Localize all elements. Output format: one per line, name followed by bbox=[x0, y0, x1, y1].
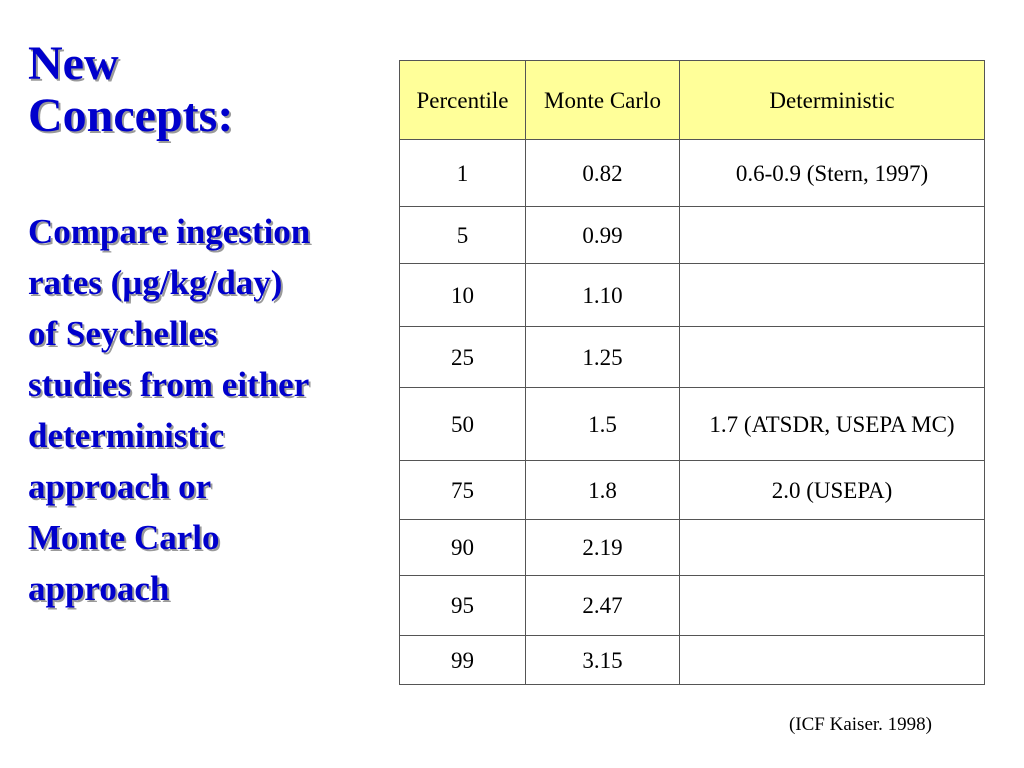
cell-percentile: 1 bbox=[399, 139, 526, 207]
subtitle-line-3: of Seychelles bbox=[28, 314, 218, 353]
cell-deterministic: 2.0 (USEPA) bbox=[679, 460, 985, 520]
cell-deterministic: 1.7 (ATSDR, USEPA MC) bbox=[679, 387, 985, 461]
cell-monte-carlo: 3.15 bbox=[525, 635, 680, 685]
slide-subtitle: Compare ingestion rates (µg/kg/day) of S… bbox=[28, 206, 388, 614]
ingestion-rate-table: Percentile Monte Carlo Deterministic 1 0… bbox=[399, 60, 985, 685]
cell-deterministic bbox=[679, 263, 985, 327]
subtitle-line-7: Monte Carlo bbox=[28, 518, 220, 557]
table-row: 90 2.19 bbox=[399, 519, 985, 576]
table-row: 25 1.25 bbox=[399, 326, 985, 388]
cell-monte-carlo: 1.8 bbox=[525, 460, 680, 520]
cell-deterministic bbox=[679, 326, 985, 388]
cell-percentile: 5 bbox=[399, 206, 526, 264]
slide-title: New Concepts: bbox=[28, 38, 368, 142]
subtitle-line-2: rates (µg/kg/day) bbox=[28, 263, 283, 302]
cell-monte-carlo: 1.25 bbox=[525, 326, 680, 388]
header-percentile: Percentile bbox=[399, 60, 526, 140]
cell-percentile: 25 bbox=[399, 326, 526, 388]
cell-percentile: 95 bbox=[399, 575, 526, 636]
cell-monte-carlo: 2.19 bbox=[525, 519, 680, 576]
table-row: 10 1.10 bbox=[399, 263, 985, 327]
cell-monte-carlo: 0.99 bbox=[525, 206, 680, 264]
source-citation: (ICF Kaiser. 1998) bbox=[788, 714, 932, 735]
cell-percentile: 50 bbox=[399, 387, 526, 461]
slide-title-line-1: New bbox=[28, 37, 119, 90]
cell-deterministic: 0.6-0.9 (Stern, 1997) bbox=[679, 139, 985, 207]
subtitle-line-8: approach bbox=[28, 569, 170, 608]
cell-monte-carlo: 2.47 bbox=[525, 575, 680, 636]
cell-deterministic bbox=[679, 519, 985, 576]
cell-percentile: 75 bbox=[399, 460, 526, 520]
subtitle-line-5: deterministic bbox=[28, 416, 225, 455]
cell-deterministic bbox=[679, 635, 985, 685]
table-row: 5 0.99 bbox=[399, 206, 985, 264]
cell-percentile: 10 bbox=[399, 263, 526, 327]
cell-deterministic bbox=[679, 575, 985, 636]
table-row: 99 3.15 bbox=[399, 635, 985, 685]
cell-monte-carlo: 1.5 bbox=[525, 387, 680, 461]
slide-title-line-2: Concepts: bbox=[28, 89, 234, 142]
cell-monte-carlo: 0.82 bbox=[525, 139, 680, 207]
cell-monte-carlo: 1.10 bbox=[525, 263, 680, 327]
table-row: 75 1.8 2.0 (USEPA) bbox=[399, 460, 985, 520]
table-header-row: Percentile Monte Carlo Deterministic bbox=[399, 60, 985, 140]
cell-percentile: 99 bbox=[399, 635, 526, 685]
subtitle-line-6: approach or bbox=[28, 467, 212, 506]
header-deterministic: Deterministic bbox=[679, 60, 985, 140]
subtitle-line-1: Compare ingestion bbox=[28, 212, 311, 251]
cell-deterministic bbox=[679, 206, 985, 264]
cell-percentile: 90 bbox=[399, 519, 526, 576]
table-row: 95 2.47 bbox=[399, 575, 985, 636]
table-row: 1 0.82 0.6-0.9 (Stern, 1997) bbox=[399, 139, 985, 207]
header-monte-carlo: Monte Carlo bbox=[525, 60, 680, 140]
subtitle-line-4: studies from either bbox=[28, 365, 310, 404]
table-row: 50 1.5 1.7 (ATSDR, USEPA MC) bbox=[399, 387, 985, 461]
